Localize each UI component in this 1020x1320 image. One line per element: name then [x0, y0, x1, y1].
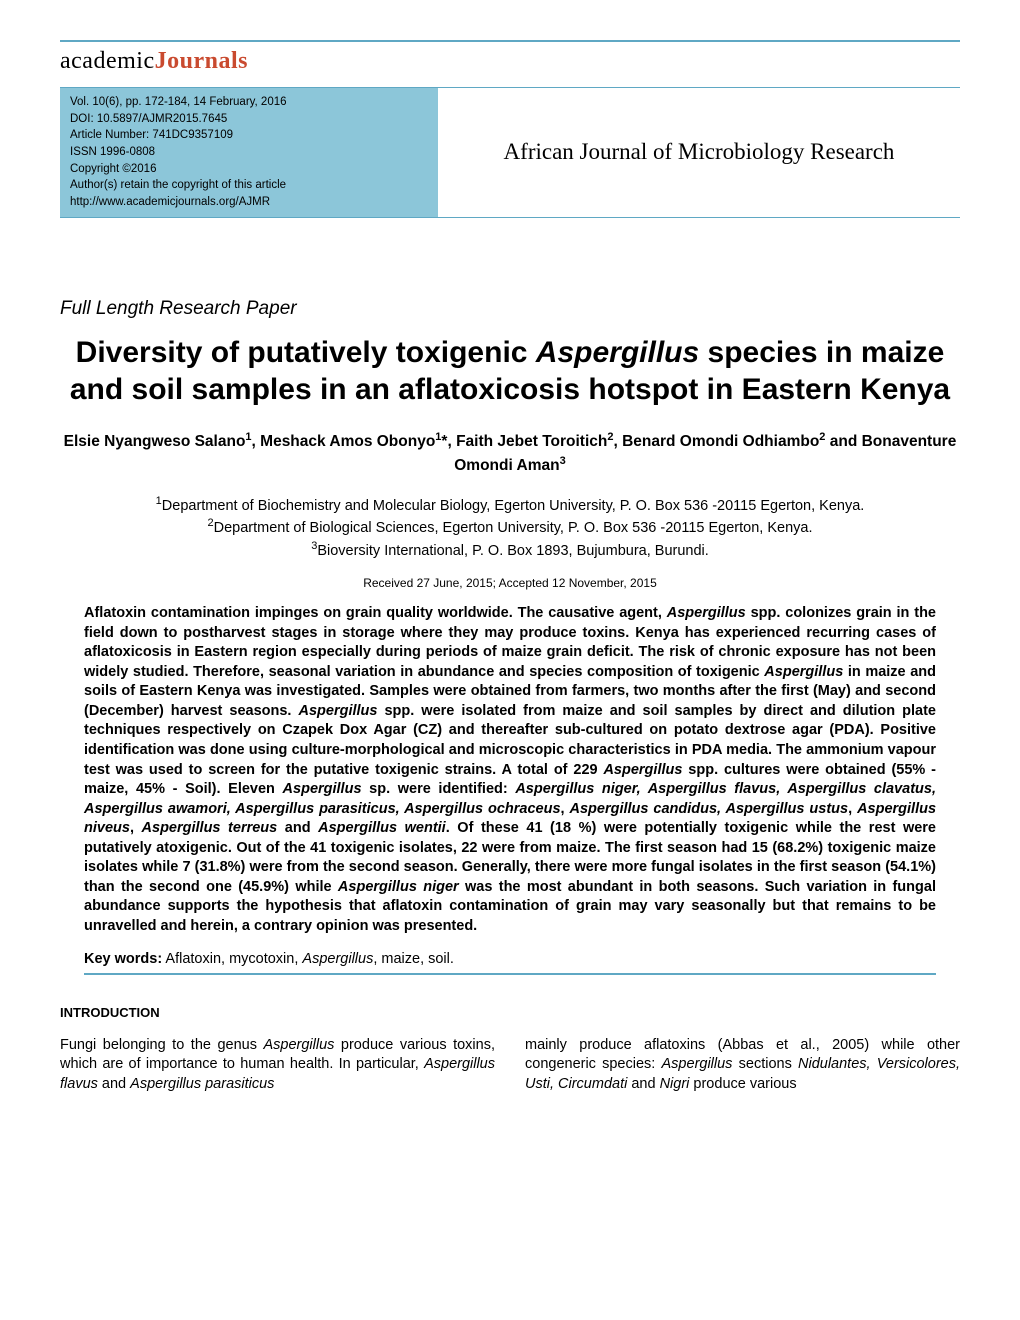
- title-genus-italic: Aspergillus: [536, 336, 699, 369]
- abstract: Aflatoxin contamination impinges on grai…: [84, 604, 936, 937]
- authors-retain-line: Author(s) retain the copyright of this a…: [70, 177, 428, 194]
- publisher-logo: academicJournals: [60, 48, 960, 75]
- received-accepted-dates: Received 27 June, 2015; Accepted 12 Nove…: [60, 576, 960, 590]
- issn-line: ISSN 1996-0808: [70, 144, 428, 161]
- affiliations: 1Department of Biochemistry and Molecula…: [60, 494, 960, 563]
- header-box: Vol. 10(6), pp. 172-184, 14 February, 20…: [60, 87, 960, 218]
- volume-line: Vol. 10(6), pp. 172-184, 14 February, 20…: [70, 94, 428, 111]
- author-1: Elsie Nyangweso Salano: [64, 433, 246, 450]
- copyright-line: Copyright ©2016: [70, 161, 428, 178]
- paper-type: Full Length Research Paper: [60, 298, 960, 320]
- author-2: , Meshack Amos Obonyo: [252, 433, 436, 450]
- top-rule: [60, 40, 960, 42]
- journal-url: http://www.academicjournals.org/AJMR: [70, 194, 428, 211]
- doi-line: DOI: 10.5897/AJMR2015.7645: [70, 111, 428, 128]
- authors-line: Elsie Nyangweso Salano1, Meshack Amos Ob…: [60, 429, 960, 478]
- affiliation-2: 2Department of Biological Sciences, Eger…: [60, 516, 960, 539]
- keywords: Key words: Aflatoxin, mycotoxin, Aspergi…: [84, 951, 936, 967]
- body-columns: Fungi belonging to the genus Aspergillus…: [60, 1036, 960, 1095]
- introduction-heading: INTRODUCTION: [60, 1005, 960, 1020]
- keywords-rule: [84, 973, 936, 975]
- title-part-1: Diversity of putatively toxigenic: [76, 336, 536, 369]
- author-3: *, Faith Jebet Toroitich: [441, 433, 607, 450]
- journal-name: African Journal of Microbiology Research: [438, 88, 960, 217]
- affiliation-1: 1Department of Biochemistry and Molecula…: [60, 494, 960, 517]
- logo-part-academic: academic: [60, 48, 155, 74]
- author-5-sup: 3: [560, 455, 566, 467]
- body-column-left: Fungi belonging to the genus Aspergillus…: [60, 1036, 495, 1095]
- header-metadata: Vol. 10(6), pp. 172-184, 14 February, 20…: [60, 88, 438, 217]
- article-number: Article Number: 741DC9357109: [70, 127, 428, 144]
- logo-part-journals: Journals: [155, 48, 248, 74]
- affiliation-3: 3Bioversity International, P. O. Box 189…: [60, 539, 960, 562]
- author-4: , Benard Omondi Odhiambo: [613, 433, 819, 450]
- keywords-label: Key words:: [84, 951, 162, 967]
- body-column-right: mainly produce aflatoxins (Abbas et al.,…: [525, 1036, 960, 1095]
- article-title: Diversity of putatively toxigenic Asperg…: [60, 334, 960, 409]
